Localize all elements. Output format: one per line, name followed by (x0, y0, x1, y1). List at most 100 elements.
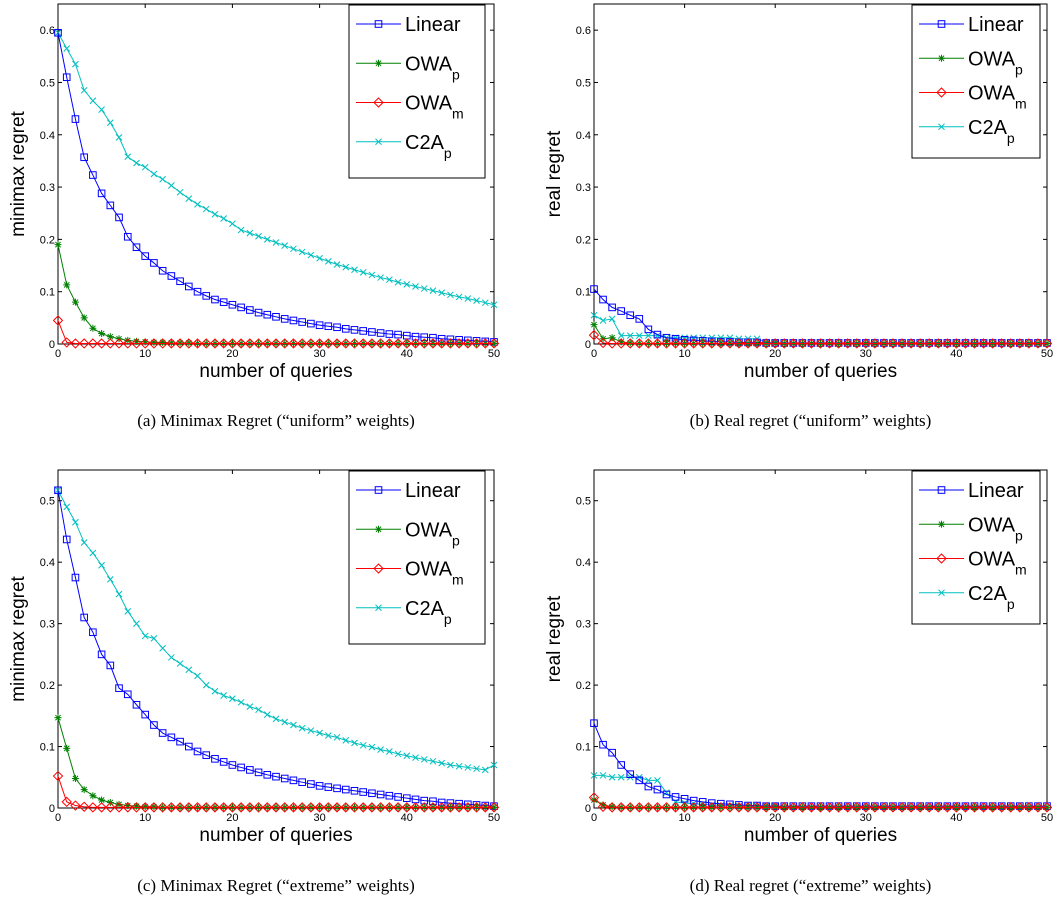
data-point-marker (315, 321, 324, 329)
data-point-marker (588, 792, 600, 803)
data-point-marker (272, 313, 280, 321)
data-point-marker (688, 338, 699, 349)
data-point-marker (368, 271, 376, 279)
data-point-marker (445, 802, 456, 813)
data-point-marker (52, 315, 64, 326)
data-point-marker (254, 768, 263, 777)
legend-label-subscript: p (1015, 527, 1023, 543)
data-point-marker (185, 282, 193, 291)
data-point-marker (464, 764, 472, 771)
legend-label: Linear (405, 480, 461, 502)
data-point-marker (905, 802, 917, 813)
data-point-marker (132, 700, 141, 709)
data-point-marker (427, 802, 439, 813)
y-tick-label: 0.3 (576, 619, 591, 631)
data-point-marker (869, 802, 881, 813)
data-point-marker (680, 794, 689, 803)
data-point-marker (227, 802, 238, 813)
y-tick-label: 0.4 (40, 557, 55, 569)
data-point-marker (608, 334, 616, 342)
data-point-marker (652, 802, 663, 813)
data-point-marker (340, 802, 351, 813)
data-point-marker (305, 338, 317, 349)
data-point-marker (617, 338, 625, 346)
data-point-marker (366, 802, 378, 813)
data-point-marker (132, 243, 141, 252)
data-point-marker (194, 200, 201, 208)
legend-label-subscript: p (444, 145, 452, 161)
data-point-marker (349, 802, 360, 813)
data-point-marker (733, 802, 745, 813)
data-point-marker (1041, 338, 1053, 349)
legend-label-subscript: p (452, 66, 460, 82)
data-point-marker (209, 338, 221, 349)
data-point-marker (115, 590, 123, 598)
data-point-marker (220, 215, 228, 222)
data-point-marker (183, 338, 195, 349)
data-point-marker (176, 188, 184, 196)
data-point-marker (159, 175, 166, 183)
data-point-marker (410, 802, 421, 813)
data-point-marker (860, 338, 872, 349)
data-point-marker (219, 298, 228, 306)
data-point-marker (453, 802, 465, 813)
data-point-marker (942, 338, 953, 349)
data-point-marker (229, 695, 236, 702)
data-point-marker (150, 170, 158, 178)
data-point-marker (359, 741, 367, 749)
data-point-marker (132, 802, 140, 810)
data-point-marker (192, 802, 203, 813)
data-point-marker (833, 338, 844, 349)
series-c2a-p (54, 29, 498, 309)
legend-box (348, 4, 486, 179)
data-point-marker (253, 338, 264, 349)
legend-marker (373, 97, 384, 108)
legend-label: Linear (405, 14, 461, 36)
data-point-marker (148, 802, 160, 813)
x-tick-label: 50 (488, 812, 500, 824)
data-point-marker (375, 802, 386, 813)
data-point-marker (324, 322, 333, 331)
data-point-marker (281, 718, 289, 726)
series-line (57, 775, 494, 808)
data-point-marker (869, 338, 881, 349)
data-point-marker (262, 802, 273, 813)
y-tick-label: 0.3 (40, 182, 55, 194)
data-point-marker (280, 774, 289, 783)
data-point-marker (978, 338, 989, 349)
data-point-marker (670, 338, 681, 349)
data-point-marker (392, 802, 404, 813)
chart-panel-2: 0 10 20 30 40 50 0 0.1 0.2 0.3 0.4 0.5 number of que… (8, 469, 500, 895)
data-point-marker (176, 737, 184, 746)
data-point-marker (599, 801, 607, 809)
legend-marker (936, 553, 947, 564)
data-point-marker (599, 295, 607, 304)
data-point-marker (263, 771, 272, 779)
data-point-marker (323, 802, 334, 813)
data-point-marker (71, 115, 80, 123)
data-point-marker (124, 153, 132, 161)
data-point-marker (219, 758, 228, 766)
data-point-marker (615, 802, 627, 813)
data-point-marker (193, 287, 202, 296)
data-point-marker (438, 289, 446, 297)
data-point-marker (201, 338, 212, 349)
legend-marker (938, 123, 945, 131)
legend-marker (938, 54, 945, 62)
data-point-marker (769, 338, 781, 349)
data-point-marker (671, 793, 680, 801)
data-point-marker (106, 333, 114, 341)
y-tick-label: 0.5 (576, 77, 591, 89)
data-point-marker (254, 308, 263, 317)
y-axis-label: minimax regret (8, 110, 29, 236)
data-point-marker (377, 274, 384, 281)
data-point-marker (80, 539, 88, 546)
data-point-marker (670, 802, 681, 813)
data-point-marker (769, 802, 781, 813)
data-point-marker (942, 802, 953, 813)
data-point-marker (70, 800, 81, 811)
data-point-marker (445, 338, 456, 349)
legend-marker (374, 486, 383, 494)
data-point-marker (246, 703, 254, 710)
